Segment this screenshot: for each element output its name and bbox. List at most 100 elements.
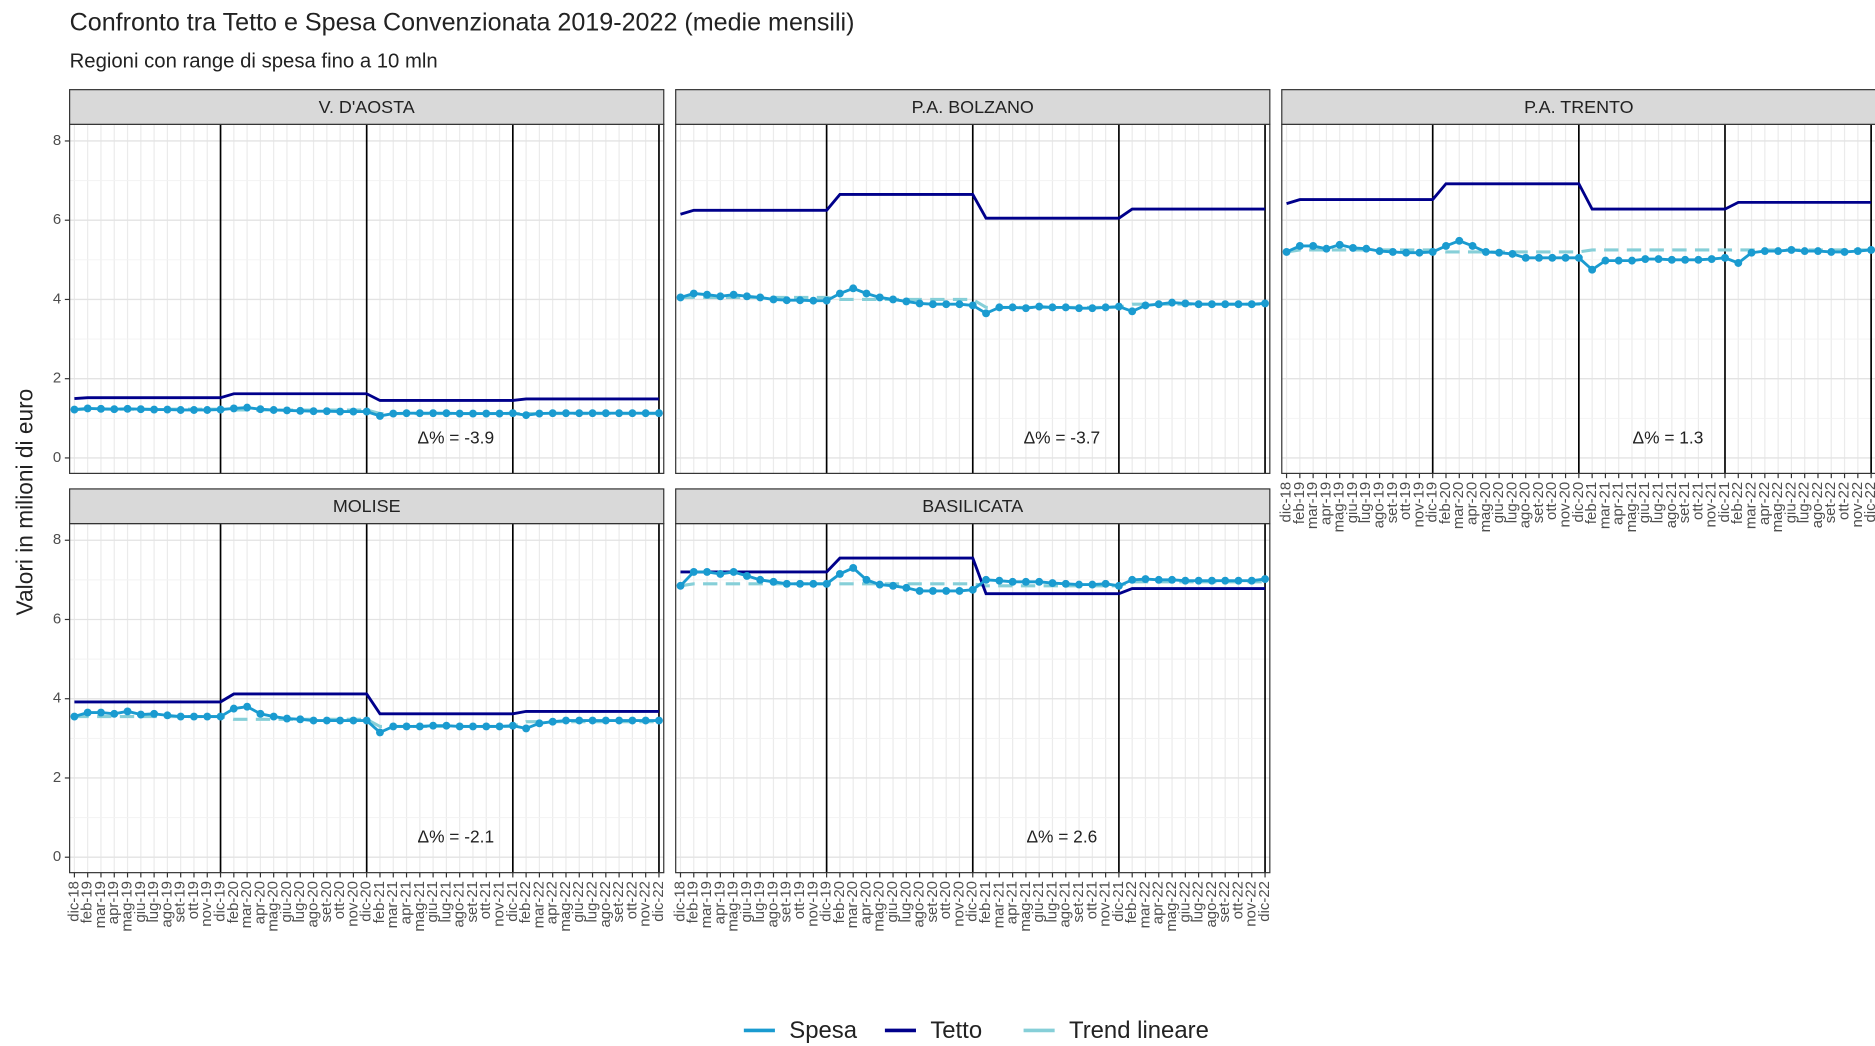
series-point xyxy=(1402,248,1411,257)
x-tick-label: set-22 xyxy=(1822,482,1839,524)
x-tick-label: lug-19 xyxy=(1357,482,1374,524)
series-point xyxy=(1194,576,1203,585)
series-point xyxy=(469,409,477,418)
series-point xyxy=(1128,307,1137,316)
series-point xyxy=(415,722,424,731)
x-tick-label: apr-20 xyxy=(857,881,874,924)
series-point xyxy=(1574,253,1583,262)
series-point xyxy=(769,577,778,586)
series-point xyxy=(782,579,791,588)
series-point xyxy=(1681,255,1690,264)
series-point xyxy=(229,404,238,413)
series-point xyxy=(495,722,504,731)
x-tick-label: mar-21 xyxy=(990,881,1007,928)
x-tick-label: giu-20 xyxy=(278,881,295,923)
x-tick-label: mag-22 xyxy=(557,881,574,932)
series-point xyxy=(615,409,624,418)
series-point xyxy=(243,702,252,711)
series-point xyxy=(875,293,884,302)
series-point xyxy=(1061,579,1070,588)
x-tick-label: lug-22 xyxy=(583,881,600,923)
series-point xyxy=(955,300,964,309)
x-tick-label: mag-20 xyxy=(871,881,888,932)
series-point xyxy=(1428,247,1437,256)
x-tick-label: dic-20 xyxy=(964,881,981,922)
series-point xyxy=(955,587,964,595)
series-point xyxy=(1455,236,1464,245)
x-tick-label: giu-20 xyxy=(884,881,901,923)
series-point xyxy=(283,714,291,723)
x-tick-label: set-21 xyxy=(1070,881,1087,923)
series-point xyxy=(1114,581,1123,590)
series-point xyxy=(562,409,570,418)
x-tick-label: mar-19 xyxy=(698,881,715,928)
x-tick-label: feb-20 xyxy=(225,881,242,923)
x-tick-label: apr-20 xyxy=(251,881,268,924)
series-point xyxy=(703,567,711,576)
series-point xyxy=(902,583,911,592)
x-tick-label: mar-20 xyxy=(844,881,861,928)
series-point xyxy=(942,300,951,309)
series-point xyxy=(1495,248,1504,257)
x-tick-label: set-22 xyxy=(1216,881,1233,923)
x-tick-label: giu-19 xyxy=(132,881,149,923)
x-tick-label: nov-19 xyxy=(804,881,821,927)
series-point xyxy=(1194,300,1203,309)
x-tick-label: mag-21 xyxy=(411,881,428,932)
x-tick-label: mar-21 xyxy=(1596,482,1613,529)
x-tick-label: giu-19 xyxy=(738,881,755,923)
series-point xyxy=(1247,300,1256,309)
x-tick-label: lug-22 xyxy=(1190,881,1207,923)
x-tick-label: dic-20 xyxy=(1570,482,1587,523)
series-point xyxy=(123,707,132,716)
series-point xyxy=(889,295,897,304)
x-tick-label: ago-22 xyxy=(1809,482,1826,529)
series-point xyxy=(862,289,871,298)
x-tick-label: ago-19 xyxy=(764,881,781,928)
series-point xyxy=(256,405,265,414)
series-point xyxy=(1548,253,1557,262)
annotation: Δ% = -3.9 xyxy=(418,427,495,447)
series-point xyxy=(1261,575,1269,584)
series-point xyxy=(269,712,278,721)
series-point xyxy=(429,409,438,418)
x-tick-label: ago-19 xyxy=(1371,482,1388,529)
series-point xyxy=(601,409,610,418)
series-point xyxy=(588,409,597,418)
x-tick-label: set-19 xyxy=(172,881,189,923)
x-tick-label: nov-22 xyxy=(1243,881,1260,927)
series-point xyxy=(1048,303,1057,312)
series-point xyxy=(1628,256,1636,265)
series-point xyxy=(548,717,557,726)
chart-subtitle: Regioni con range di spesa fino a 10 mln xyxy=(70,51,438,73)
series-point xyxy=(389,722,398,731)
y-tick-label: 8 xyxy=(53,132,61,149)
x-tick-label: dic-19 xyxy=(818,881,835,922)
annotation: Δ% = 2.6 xyxy=(1026,827,1097,847)
series-point xyxy=(1141,575,1150,584)
x-tick-label: apr-19 xyxy=(1317,482,1334,525)
series-point xyxy=(243,403,252,412)
x-tick-label: ott-21 xyxy=(1689,482,1706,520)
x-tick-label: nov-21 xyxy=(1703,482,1720,528)
series-point xyxy=(70,712,79,721)
series-point xyxy=(562,716,570,725)
x-tick-label: giu-20 xyxy=(1490,482,1507,524)
series-point xyxy=(1061,303,1070,312)
series-point xyxy=(1588,265,1597,274)
x-tick-label: giu-21 xyxy=(1030,881,1047,923)
series-point xyxy=(1601,256,1610,265)
y-tick-label: 0 xyxy=(53,449,61,466)
x-tick-label: giu-19 xyxy=(1344,482,1361,524)
x-tick-label: mag-19 xyxy=(725,881,742,932)
x-tick-label: feb-20 xyxy=(1437,482,1454,524)
x-tick-label: mar-19 xyxy=(1304,482,1321,529)
x-tick-label: dic-22 xyxy=(1256,881,1273,922)
series-point xyxy=(97,708,105,717)
x-tick-label: ott-22 xyxy=(1229,881,1246,919)
x-tick-label: mag-22 xyxy=(1769,482,1786,533)
x-tick-label: ago-20 xyxy=(911,881,928,928)
facet-strip xyxy=(1281,89,1875,125)
